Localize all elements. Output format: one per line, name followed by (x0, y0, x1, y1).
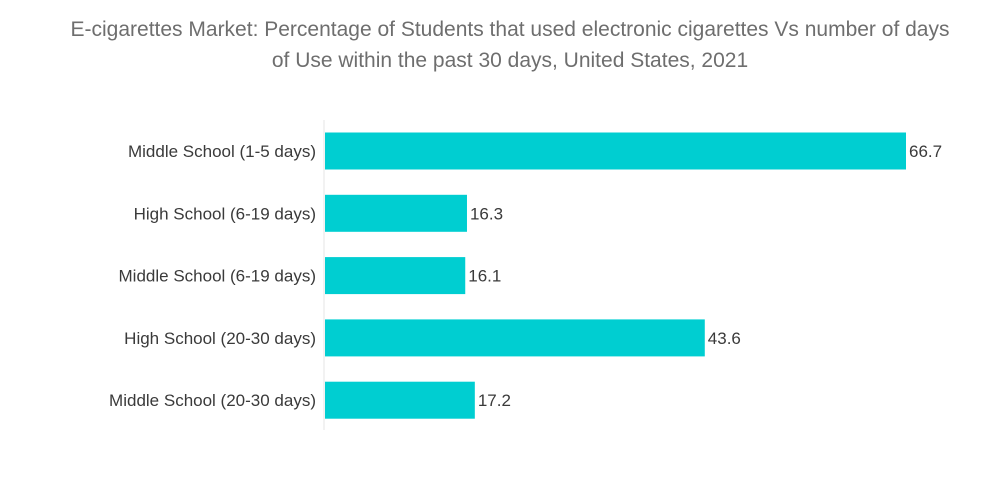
value-label: 66.7 (909, 142, 942, 161)
category-label: High School (6-19 days) (134, 204, 316, 223)
value-label: 16.3 (470, 204, 503, 223)
value-label: 43.6 (708, 329, 741, 348)
bar (325, 257, 466, 295)
category-label: Middle School (1-5 days) (128, 142, 316, 161)
bar (325, 319, 705, 357)
bar (325, 381, 475, 419)
value-label: 16.1 (468, 267, 501, 286)
bar (325, 194, 467, 232)
chart-title: E-cigarettes Market: Percentage of Stude… (70, 18, 950, 72)
bars-layer: Middle School (1-5 days) 66.7 High School … (109, 132, 942, 419)
category-label: Middle School (6-19 days) (119, 267, 316, 286)
bar (325, 132, 906, 170)
value-label: 17.2 (478, 391, 511, 410)
category-label: Middle School (20-30 days) (109, 391, 316, 410)
category-label: High School (20-30 days) (124, 329, 316, 348)
